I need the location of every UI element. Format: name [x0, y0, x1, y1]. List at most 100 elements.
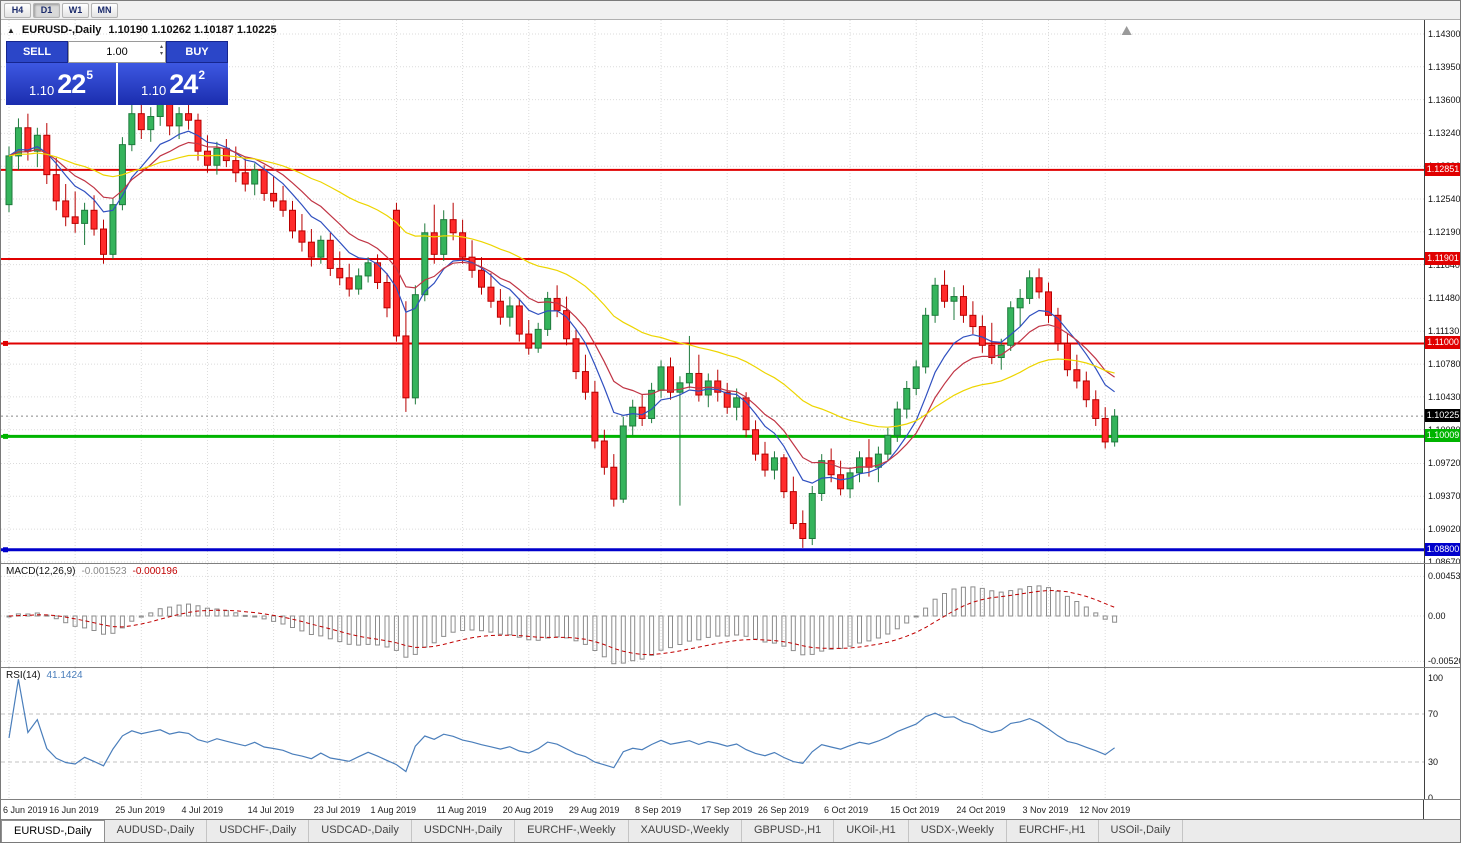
price-tick: 1.11130 — [1428, 326, 1460, 337]
sell-price-sup: 5 — [86, 68, 94, 82]
date-label: 15 Oct 2019 — [890, 805, 940, 815]
symbol-tab-audusd-daily[interactable]: AUDUSD-,Daily — [105, 820, 208, 842]
chart-ohlc-label: 1.10190 1.10262 1.10187 1.10225 — [108, 24, 277, 36]
macd-scale: 0.004536 0.00 -0.005205 — [1424, 564, 1460, 667]
level-badge-1.11000: 1.11000 — [1425, 336, 1460, 350]
price-scale[interactable]: 1.143001.139501.136001.132401.128901.125… — [1424, 20, 1460, 563]
timeframe-button-h4[interactable]: H4 — [4, 2, 31, 18]
rsi-panel: 100 70 30 0 RSI(14) 41.1424 — [1, 668, 1460, 800]
date-label: 8 Sep 2019 — [635, 805, 682, 815]
date-label: 6 Jun 2019 — [3, 805, 48, 815]
symbol-tab-eurchf-h1[interactable]: EURCHF-,H1 — [1007, 820, 1099, 842]
price-tick: 1.13950 — [1428, 61, 1460, 72]
date-label: 4 Jul 2019 — [181, 805, 223, 815]
symbol-tab-gbpusd-h1[interactable]: GBPUSD-,H1 — [742, 820, 835, 842]
symbol-tab-xauusd-weekly[interactable]: XAUUSD-,Weekly — [629, 820, 742, 842]
macd-tick: -0.005205 — [1428, 656, 1460, 667]
current-price-badge: 1.10225 — [1425, 409, 1460, 423]
timeframe-button-w1[interactable]: W1 — [62, 2, 89, 18]
volume-field[interactable]: 1.00 ▴ ▾ — [68, 41, 166, 63]
level-badge-1.11901: 1.11901 — [1425, 251, 1460, 265]
macd-label: MACD(12,26,9) -0.001523 -0.000196 — [6, 566, 178, 577]
main-chart-panel: 1.143001.139501.136001.132401.128901.125… — [1, 20, 1460, 564]
date-label: 3 Nov 2019 — [1022, 805, 1069, 815]
price-tick: 1.11480 — [1428, 293, 1460, 304]
sell-button[interactable]: SELL — [6, 41, 68, 63]
macd-main-value: -0.001523 — [81, 566, 127, 577]
price-tick: 1.12540 — [1428, 194, 1460, 205]
sell-price-base: 1.10 — [28, 83, 55, 98]
price-tick: 1.09720 — [1428, 458, 1460, 469]
symbol-tab-eurusd-daily[interactable]: EURUSD-,Daily — [1, 820, 105, 842]
sell-price-display[interactable]: 1.10 22 5 — [6, 63, 116, 105]
symbol-tab-eurchf-weekly[interactable]: EURCHF-,Weekly — [515, 820, 629, 842]
chart-end-marker-icon — [1121, 26, 1132, 35]
price-tick: 1.13240 — [1428, 128, 1460, 139]
price-tick: 1.09370 — [1428, 491, 1460, 502]
line-handle[interactable] — [3, 547, 8, 553]
line-handle[interactable] — [3, 340, 8, 346]
date-label: 20 Aug 2019 — [502, 805, 554, 815]
rsi-label: RSI(14) 41.1424 — [6, 670, 83, 681]
rsi-tick: 100 — [1428, 673, 1444, 683]
symbol-tab-ukoil-h1[interactable]: UKOil-,H1 — [834, 820, 909, 842]
macd-canvas[interactable] — [1, 564, 1426, 667]
date-label: 1 Aug 2019 — [370, 805, 416, 815]
macd-panel: 0.004536 0.00 -0.005205 MACD(12,26,9) -0.0… — [1, 564, 1460, 668]
macd-signal-value: -0.000196 — [132, 566, 178, 577]
rsi-value: 41.1424 — [46, 670, 83, 681]
buy-price-sup: 2 — [198, 68, 206, 82]
date-label: 29 Aug 2019 — [568, 805, 620, 815]
buy-price-base: 1.10 — [140, 83, 167, 98]
buy-price-display[interactable]: 1.10 24 2 — [118, 63, 228, 105]
symbol-tab-bar: EURUSD-,Daily AUDUSD-,Daily USDCHF-,Daily U… — [1, 820, 1460, 842]
spin-down-icon[interactable]: ▾ — [159, 51, 163, 57]
macd-name: MACD(12,26,9) — [6, 566, 76, 577]
date-label: 23 Jul 2019 — [313, 805, 361, 815]
rsi-tick: 0 — [1428, 793, 1434, 799]
level-badge-1.08800: 1.08800 — [1425, 542, 1460, 556]
rsi-name: RSI(14) — [6, 670, 41, 681]
symbol-tab-usdcnh-daily[interactable]: USDCNH-,Daily — [412, 820, 516, 842]
price-tick: 1.10780 — [1428, 359, 1460, 370]
symbol-tab-usdchf-daily[interactable]: USDCHF-,Daily — [207, 820, 310, 842]
date-label: 6 Oct 2019 — [824, 805, 869, 815]
line-handle[interactable] — [3, 433, 8, 439]
rsi-canvas[interactable] — [1, 668, 1426, 799]
buy-price-big: 24 — [169, 68, 198, 99]
date-label: 26 Sep 2019 — [757, 805, 809, 815]
symbol-tab-usdx-weekly[interactable]: USDX-,Weekly — [909, 820, 1007, 842]
date-label: 14 Jul 2019 — [247, 805, 295, 815]
date-label: 25 Jun 2019 — [115, 805, 165, 815]
volume-spinner[interactable]: ▴ ▾ — [160, 44, 163, 58]
one-click-trading-panel: SELL 1.00 ▴ ▾ BUY 1.10 22 5 1.10 24 2 — [6, 41, 228, 105]
timeframe-button-mn[interactable]: MN — [91, 2, 118, 18]
collapse-trade-panel-icon[interactable]: ▲ — [7, 25, 15, 35]
date-label: 11 Aug 2019 — [436, 805, 487, 815]
level-badge-1.10009: 1.10009 — [1425, 429, 1460, 443]
price-chart-canvas[interactable] — [1, 20, 1426, 563]
level-badge-1.12851: 1.12851 — [1425, 162, 1460, 176]
chart-symbol-label: EURUSD-,Daily — [21, 24, 102, 36]
buy-button[interactable]: BUY — [166, 41, 228, 63]
macd-tick: 0.004536 — [1428, 571, 1460, 582]
price-tick: 1.13600 — [1428, 94, 1460, 105]
price-tick: 1.09020 — [1428, 524, 1460, 535]
symbol-tab-usoil-daily[interactable]: USOil-,Daily — [1099, 820, 1184, 842]
rsi-tick: 70 — [1428, 709, 1439, 719]
timeframe-button-d1[interactable]: D1 — [33, 2, 60, 18]
symbol-tab-usdcad-daily[interactable]: USDCAD-,Daily — [309, 820, 412, 842]
date-label: 17 Sep 2019 — [701, 805, 753, 815]
price-tick: 1.14300 — [1428, 28, 1460, 39]
rsi-scale: 100 70 30 0 — [1424, 668, 1460, 799]
date-axis[interactable]: 6 Jun 2019 16 Jun 2019 25 Jun 2019 4 Jul 20… — [1, 800, 1460, 820]
date-label: 24 Oct 2019 — [956, 805, 1006, 815]
macd-tick: 0.00 — [1428, 611, 1446, 621]
sell-price-big: 22 — [57, 68, 86, 99]
spin-up-icon[interactable]: ▴ — [159, 44, 163, 50]
volume-value: 1.00 — [106, 46, 128, 58]
rsi-tick: 30 — [1428, 757, 1439, 767]
date-label: 12 Nov 2019 — [1079, 805, 1131, 815]
price-tick: 1.08670 — [1428, 556, 1460, 563]
